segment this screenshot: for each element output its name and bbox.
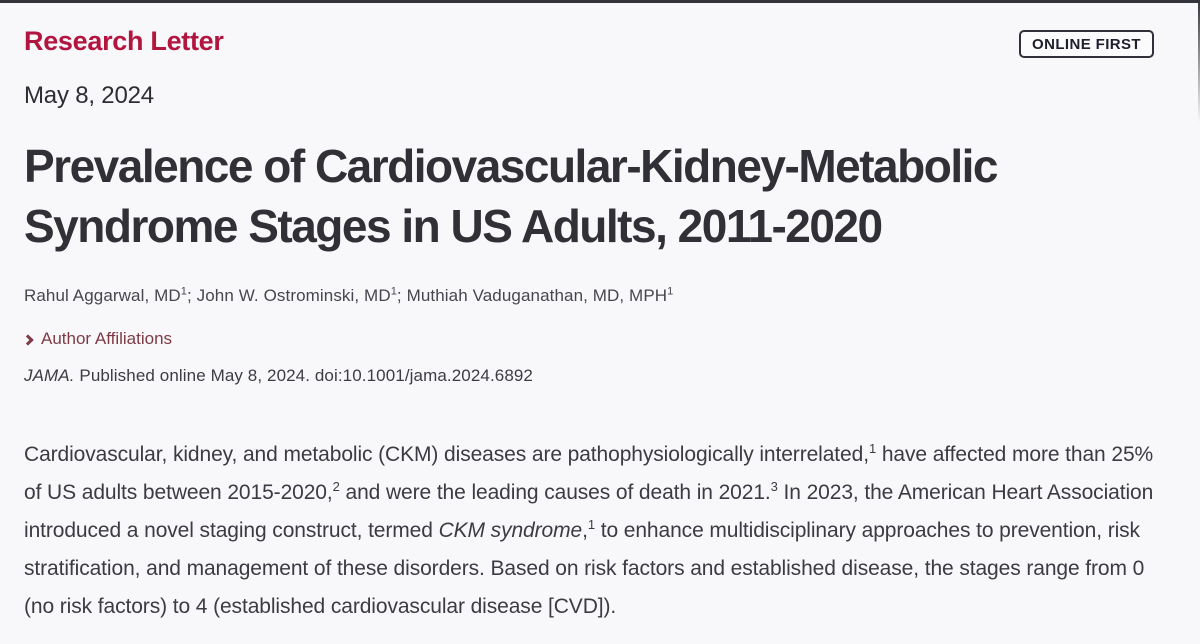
reference-link-2[interactable]: 2 [332,479,340,494]
body-text-segment: and were the leading causes of death in … [339,481,771,504]
author-affiliations-label: Author Affiliations [41,329,173,348]
section-label-research-letter[interactable]: Research Letter [24,26,224,56]
author-name: Rahul Aggarwal, MD [24,286,181,305]
article-title: Prevalence of Cardiovascular-Kidney-Meta… [24,140,998,252]
author-affiliation-sup: 1 [667,285,674,298]
article-header-row: Research Letter ONLINE FIRST [24,25,1176,58]
journal-name: JAMA. [24,366,75,385]
body-text-segment: In 2023, the American Heart Association … [24,481,1154,542]
body-text-segment: have affected more than 25% of US adults… [24,443,1154,504]
ckm-syndrome-term: CKM syndrome [438,519,583,542]
author-name: John W. Ostrominski, MD [196,286,391,305]
reference-link-1[interactable]: 1 [868,441,877,456]
body-text-segment: to enhance multidisciplinary approaches … [24,519,1145,618]
journal-citation: JAMA. Published online May 8, 2024. doi:… [24,366,1176,386]
citation-details: Published online May 8, 2024. doi:10.100… [74,366,533,385]
publication-date: May 8, 2024 [24,82,154,109]
author-affiliations-link[interactable]: Author Affiliations [22,329,173,349]
author-separator: ; [396,286,407,305]
author-separator: ; [186,286,197,305]
online-first-badge: ONLINE FIRST [1019,30,1154,58]
chevron-right-icon [22,333,34,346]
body-text-segment: , [582,519,588,542]
article-body-paragraph: Cardiovascular, kidney, and metabolic (C… [24,436,1176,626]
article-page: Research Letter ONLINE FIRST May 8, 2024… [0,3,1200,626]
reference-link-3[interactable]: 3 [770,479,778,494]
author-name: Muthiah Vaduganathan, MD, MPH [406,286,668,305]
reference-link-1b[interactable]: 1 [587,517,595,532]
author-affiliation-sup: 1 [390,285,397,298]
body-text-segment: Cardiovascular, kidney, and metabolic (C… [24,443,869,466]
author-affiliation-sup: 1 [180,285,187,298]
author-byline: Rahul Aggarwal, MD1; John W. Ostrominski… [24,286,1176,306]
